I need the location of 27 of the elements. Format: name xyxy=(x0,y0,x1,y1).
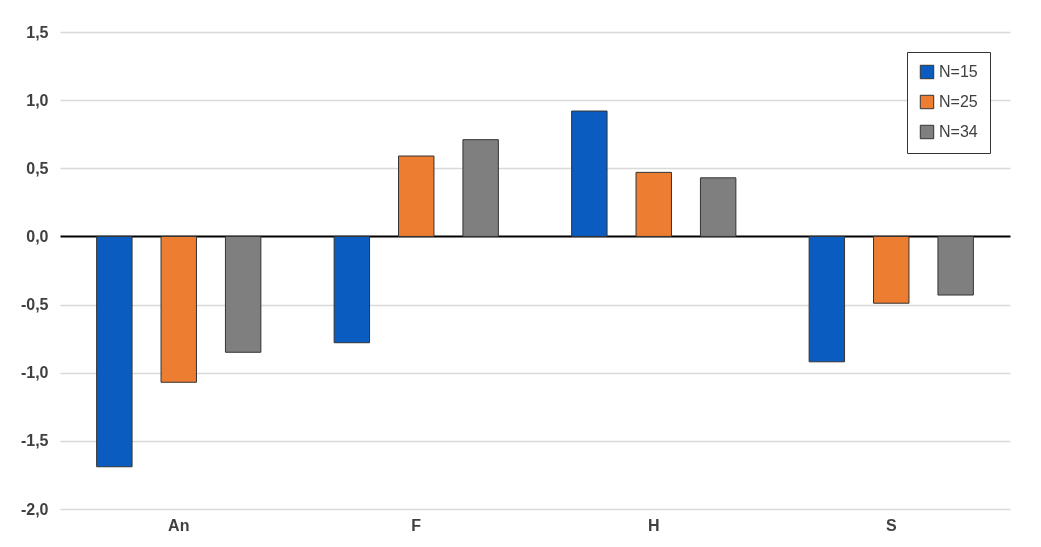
bar xyxy=(873,235,910,304)
y-tick-label: 1,5 xyxy=(26,23,49,41)
y-tick-label: -1,0 xyxy=(20,364,49,382)
bar xyxy=(398,155,435,237)
bar xyxy=(699,177,737,237)
legend-label: N=34 xyxy=(939,123,978,140)
y-tick-label: 1,0 xyxy=(26,91,49,109)
bar xyxy=(571,110,608,237)
bar xyxy=(808,235,846,363)
x-tick-label: F xyxy=(411,516,422,534)
y-tick-label: -2,0 xyxy=(20,500,49,518)
y-tick-label: 0,5 xyxy=(26,159,49,177)
bar xyxy=(96,235,133,468)
y-tick-label: -1,5 xyxy=(20,432,49,450)
y-tick-label: 0,0 xyxy=(26,227,49,245)
y-tick-label: -0,5 xyxy=(20,296,49,314)
bar xyxy=(635,171,672,237)
legend-label: N=25 xyxy=(939,93,978,110)
bar xyxy=(462,139,499,237)
x-tick-label: An xyxy=(168,516,190,534)
bar xyxy=(937,235,974,296)
bar xyxy=(160,235,197,383)
bar xyxy=(224,235,262,353)
x-tick-label: H xyxy=(647,516,660,534)
legend-label: N=15 xyxy=(939,63,978,80)
x-tick-label: S xyxy=(885,516,897,534)
bar xyxy=(333,235,371,344)
